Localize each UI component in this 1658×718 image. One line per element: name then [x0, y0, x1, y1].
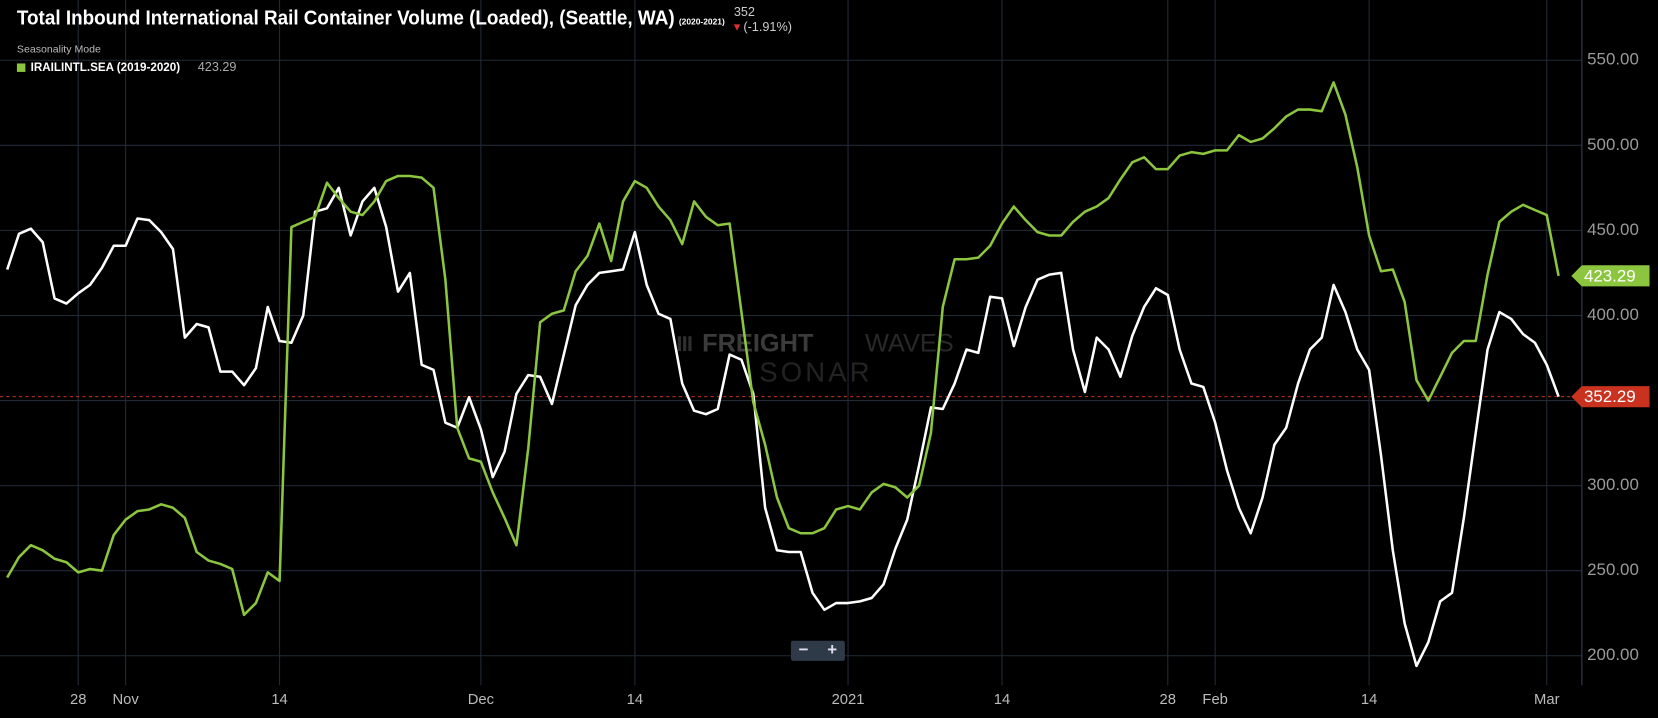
chart-title: Total Inbound International Rail Contain…: [17, 7, 675, 29]
x-tick-label: 14: [1361, 692, 1377, 708]
line: [6, 81, 1560, 617]
change: (-1.91%): [743, 20, 792, 34]
zoom-in[interactable]: +: [827, 640, 837, 659]
value-flag: [1571, 386, 1650, 408]
value-flag: [1571, 265, 1650, 287]
x-tick-label: 14: [627, 692, 643, 708]
x-tick-label: 28: [1160, 692, 1176, 708]
subtitle: Seasonality Mode: [17, 44, 101, 56]
x-tick-label: 14: [994, 692, 1010, 708]
value-flag-label: 352.29: [1584, 387, 1636, 406]
y-tick-label: 500.00: [1587, 135, 1639, 154]
legend: IRAILINTL.SEA (2019-2020) 423.29: [16, 60, 237, 74]
plot-area: [0, 81, 1582, 668]
zoom-out[interactable]: −: [799, 640, 809, 659]
x-tick-label: 2021: [832, 692, 865, 708]
x-tick-label: 28: [70, 692, 86, 708]
zoom-controls: − +: [790, 640, 845, 661]
x-tick-label: Feb: [1202, 692, 1228, 708]
x-tick-label: Dec: [468, 692, 495, 708]
y-tick-label: 200.00: [1587, 645, 1639, 664]
current-value: 352: [734, 5, 755, 19]
logo-bar: [683, 336, 687, 352]
legend-value: 423.29: [198, 60, 237, 74]
x-tick-label: Nov: [112, 692, 139, 708]
y-tick-label: 550.00: [1587, 50, 1639, 69]
y-tick-label: 400.00: [1587, 305, 1639, 324]
change-arrow: [733, 24, 741, 31]
watermark-text: FREIGHT: [702, 329, 814, 357]
value-flag-label: 423.29: [1584, 266, 1636, 285]
y-tick-label: 250.00: [1587, 560, 1639, 579]
legend-swatch: [16, 63, 26, 72]
x-tick-label: Mar: [1534, 692, 1560, 708]
y-tick-label: 300.00: [1587, 475, 1639, 494]
line: [5, 186, 1560, 668]
watermark-text: SONAR: [759, 357, 873, 388]
title-period: (2020-2021): [679, 16, 725, 26]
zoom-panel: [790, 640, 845, 661]
logo-bar: [688, 336, 692, 352]
logo-bar: [677, 336, 681, 352]
y-tick-label: 450.00: [1587, 220, 1639, 239]
legend-label: IRAILINTL.SEA (2019-2020): [31, 61, 181, 74]
x-tick-label: 14: [271, 692, 287, 708]
